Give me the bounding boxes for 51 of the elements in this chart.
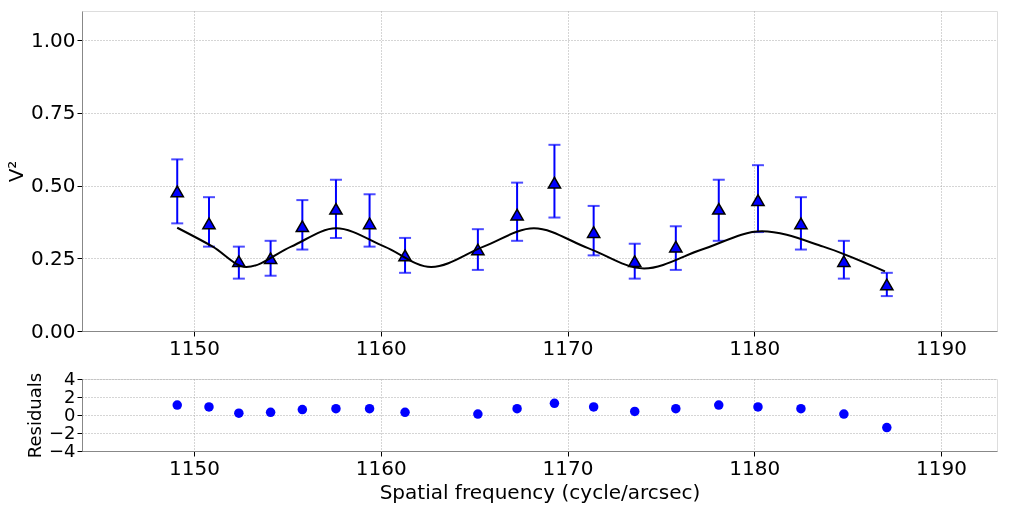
point (549, 398, 560, 409)
point (297, 404, 308, 415)
point (512, 403, 522, 414)
point (586, 226, 601, 239)
x-tick-label: 1150 (169, 335, 220, 360)
point (204, 402, 214, 412)
x-tick-label: 1170 (542, 335, 594, 360)
point (362, 217, 377, 230)
point (329, 202, 343, 215)
y-axis-title: V² (3, 160, 28, 183)
point (839, 409, 849, 419)
y-tick-label: 0.50 (30, 173, 76, 198)
x-tick-label: 1190 (916, 335, 967, 360)
point (547, 176, 562, 189)
x-tick-label: 1180 (729, 335, 781, 360)
point (794, 217, 808, 230)
point (753, 402, 763, 412)
x-tick-label: 1160 (355, 455, 407, 480)
point (711, 202, 726, 215)
point (265, 407, 276, 418)
point (588, 402, 599, 412)
y-tick-label: 1.00 (30, 27, 76, 52)
point (400, 407, 410, 418)
y-tick-label: 0.25 (30, 245, 76, 270)
point (837, 255, 851, 268)
point (295, 220, 310, 233)
point (879, 278, 894, 291)
x-tick-label: 1190 (916, 455, 967, 480)
x-tick-label: 1160 (355, 335, 407, 360)
x-tick-label: 1150 (169, 455, 220, 480)
point (202, 217, 216, 230)
point (234, 408, 244, 418)
point (629, 406, 640, 417)
point (473, 409, 483, 419)
point (170, 185, 185, 198)
y-tick-label: 0.75 (30, 100, 76, 125)
point (668, 240, 683, 253)
y-tick-label: 0.00 (30, 318, 76, 343)
x-tick-label: 1180 (729, 455, 781, 480)
point (796, 403, 806, 414)
point (882, 422, 892, 433)
x-tick-label: 1170 (542, 455, 594, 480)
point (671, 403, 681, 414)
x-axis-title: Spatial frequency (cycle/arcsec) (379, 479, 701, 504)
point (714, 400, 724, 410)
point (364, 403, 375, 414)
y-axis-title: Residuals (23, 372, 45, 459)
point (331, 403, 341, 414)
point (510, 208, 524, 221)
point (751, 194, 765, 207)
point (172, 400, 182, 410)
